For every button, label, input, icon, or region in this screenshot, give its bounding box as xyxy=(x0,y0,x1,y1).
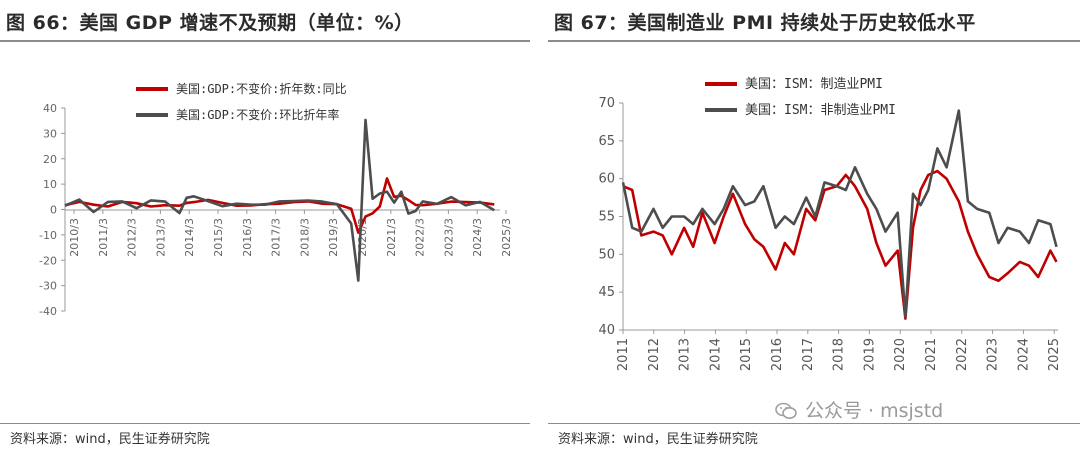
gdp-x-tick-label: 2010/3 xyxy=(68,218,81,257)
pmi-x-tick-label: 2025 xyxy=(1047,338,1062,371)
pmi-x-tick-label: 2015 xyxy=(739,338,754,371)
right-source-note: 资料来源：wind，民生证券研究院 xyxy=(558,432,758,447)
pmi-legend-label: 美国：ISM：制造业PMI xyxy=(745,77,883,92)
pmi-x-tick-label: 2023 xyxy=(986,338,1001,371)
right-figure-panel: 图 67：美国制造业 PMI 持续处于历史较低水平 70 65 60 55 50 45 40… xyxy=(548,0,1080,455)
gdp-y-tick-label: 30 xyxy=(43,127,57,140)
gdp-x-tick-label: 2023/3 xyxy=(442,218,455,257)
pmi-y-tick-label: 45 xyxy=(598,285,615,300)
pmi-y-tick-label: 65 xyxy=(598,134,615,149)
gdp-legend-label: 美国:GDP:不变价:折年数:同比 xyxy=(176,81,347,96)
pmi-x-tick-label: 2022 xyxy=(955,338,970,371)
gdp-y-tick-label: 40 xyxy=(43,102,57,115)
left-source-note: 资料来源：wind，民生证券研究院 xyxy=(10,432,210,447)
pmi-legend-label: 美国：ISM：非制造业PMI xyxy=(745,103,896,118)
gdp-x-tick-label: 2025/3 xyxy=(500,218,513,257)
left-figure-panel: 图 66：美国 GDP 增速不及预期（单位：%） 40 30 20 10 0 -10 -20… xyxy=(0,0,530,455)
right-figure-title: 图 67：美国制造业 PMI 持续处于历史较低水平 xyxy=(554,12,976,34)
gdp-y-tick-label: -10 xyxy=(39,229,57,242)
gdp-y-tick-label: 0 xyxy=(50,204,57,217)
pmi-x-tick-label: 2021 xyxy=(924,338,939,371)
pmi-y-tick-label: 60 xyxy=(598,172,615,187)
pmi-x-tick-label: 2012 xyxy=(647,338,662,371)
pmi-x-tick-label: 2018 xyxy=(832,338,847,371)
pmi-x-tick-label: 2020 xyxy=(893,338,908,371)
pmi-series-red-line xyxy=(622,169,1058,320)
gdp-legend-label: 美国:GDP:不变价:环比折年率 xyxy=(176,107,339,122)
pmi-x-tick-label: 2011 xyxy=(616,338,631,371)
left-figure-title: 图 66：美国 GDP 增速不及预期（单位：%） xyxy=(6,12,414,34)
gdp-x-tick-label: 2017/3 xyxy=(270,218,283,257)
pmi-y-tick-label: 70 xyxy=(598,96,615,111)
pmi-y-tick-label: 40 xyxy=(598,323,615,338)
gdp-y-tick-label: 20 xyxy=(43,153,57,166)
gdp-y-tick-label: 10 xyxy=(43,178,57,191)
pmi-y-tick-label: 50 xyxy=(598,247,615,262)
wechat-icon xyxy=(775,402,797,419)
gdp-x-tick-label: 2021/3 xyxy=(385,218,398,257)
pmi-y-tick-label: 55 xyxy=(598,210,615,225)
right-top-rule xyxy=(548,40,1080,42)
pmi-x-tick-label: 2019 xyxy=(862,338,877,371)
gdp-x-tick-label: 2024/3 xyxy=(471,218,484,257)
gdp-series-gray-line xyxy=(64,118,495,282)
gdp-x-tick-label: 2013/3 xyxy=(154,218,167,257)
pmi-x-tick-label: 2016 xyxy=(770,338,785,371)
gdp-x-tick-label: 2012/3 xyxy=(126,218,139,257)
pmi-x-tick-label: 2024 xyxy=(1016,338,1031,371)
gdp-x-tick-label: 2015/3 xyxy=(212,218,225,257)
gdp-x-tick-label: 2014/3 xyxy=(183,218,196,257)
gdp-y-tick-label: -30 xyxy=(39,280,57,293)
watermark-text: 公众号 · msjstd xyxy=(805,400,944,422)
gdp-x-tick-label: 2018/3 xyxy=(298,218,311,257)
pmi-x-tick-label: 2014 xyxy=(708,338,723,371)
left-top-rule xyxy=(0,40,530,42)
gdp-growth-chart: 40 30 20 10 0 -10 -20 -30 -40 2010/3 2011/3 2012/3 2… xyxy=(39,81,513,318)
gdp-y-tick-label: -20 xyxy=(39,254,57,267)
pmi-x-tick-label: 2017 xyxy=(801,338,816,371)
left-bottom-rule xyxy=(0,423,530,424)
gdp-y-tick-label: -40 xyxy=(39,305,57,318)
gdp-x-tick-label: 2016/3 xyxy=(241,218,254,257)
wechat-watermark: 公众号 · msjstd xyxy=(775,396,943,423)
right-bottom-rule xyxy=(548,423,1080,424)
gdp-x-tick-label: 2011/3 xyxy=(97,218,110,257)
gdp-x-tick-label: 2022/3 xyxy=(414,218,427,257)
gdp-x-tick-label: 2019/3 xyxy=(327,218,340,257)
pmi-series-gray-line xyxy=(621,109,1058,318)
pmi-x-tick-label: 2013 xyxy=(678,338,693,371)
